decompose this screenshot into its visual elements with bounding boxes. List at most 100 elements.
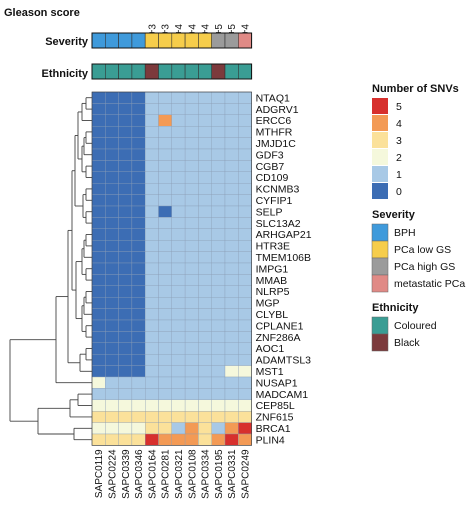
heatmap-cell [211,137,226,150]
heatmap-cell [118,91,133,104]
heatmap-cell [145,183,159,195]
heatmap-grid [91,91,252,446]
heatmap-cell [118,331,133,343]
heatmap-cell [171,297,186,309]
row-labels: NTAQ1ADGRV1ERCC6MTHFRJMJD1CGDF3CGB7CD109… [256,92,312,446]
heatmap-cell [145,376,159,389]
row-label: HTR3E [256,241,290,253]
heatmap-cell [158,422,172,435]
row-label: GDF3 [256,149,284,161]
heatmap-cell [158,411,172,423]
heatmap-cell [131,103,146,115]
heatmap-cell [198,137,212,150]
heatmap-cell [105,205,119,218]
row-label: JMJD1C [256,138,297,150]
heatmap-cell [158,297,172,309]
heatmap-cell [131,114,146,127]
heatmap-cell [224,251,239,264]
ethnicity-cell [105,63,119,80]
legend-label: metastatic PCa [394,278,465,290]
heatmap-cell [238,308,252,321]
heatmap-cell [211,262,226,275]
heatmap-cell [198,319,212,332]
heatmap-cell [184,171,199,184]
heatmap-cell [238,148,252,161]
row-label: NUSAP1 [256,377,298,389]
heatmap-cell [171,160,186,172]
heatmap-cell [238,388,252,400]
row-label: CPLANE1 [256,320,304,332]
heatmap-cell [118,126,133,138]
legend-label-snv: 4 [396,118,402,130]
heatmap-cell [198,228,212,241]
heatmap-cell [91,91,106,104]
heatmap-cell [158,103,172,115]
column-labels: SAPC0119 SAPC0224 SAPC0339 SAPC0346 SAPC0164… [94,449,251,499]
heatmap-cell [91,274,106,286]
heatmap-cell [198,103,212,115]
heatmap-cell [211,422,226,435]
ethnicity-cell [198,63,212,80]
heatmap-cell [118,183,133,195]
heatmap-cell [105,228,119,241]
heatmap-cell [118,171,133,184]
gleason-label: 3+4 [187,24,198,41]
heatmap-cell [198,285,212,298]
ethnicity-cell [91,63,106,80]
heatmap-cell [118,251,133,264]
heatmap-cell [131,308,146,321]
heatmap-cell [145,411,159,423]
column-label: SAPC0164 [147,449,158,499]
heatmap-cell [131,91,146,104]
heatmap-cell [171,308,186,321]
heatmap-cell [238,126,252,138]
heatmap-cell [131,228,146,241]
heatmap-cell [198,411,212,423]
heatmap-cell [158,365,172,378]
heatmap-cell [118,114,133,127]
legend-swatch-snv [372,115,388,131]
row-label: MADCAM1 [256,389,309,401]
heatmap-cell [224,217,239,229]
heatmap-cell [158,160,172,172]
heatmap-cell [224,183,239,195]
heatmap-cell [91,399,106,412]
legend-label: Black [394,337,420,349]
row-label: AOC1 [256,343,285,355]
heatmap-cell [184,114,199,127]
heatmap-cell [145,160,159,172]
heatmap-cell [211,194,226,207]
heatmap-cell [91,183,106,195]
heatmap-cell [238,194,252,207]
severity-cell [211,32,226,49]
legend-label-snv: 2 [396,152,402,164]
heatmap-cell [171,228,186,241]
heatmap-cell [238,354,252,366]
heatmap-cell [171,240,186,252]
heatmap-cell [105,274,119,286]
heatmap-cell [171,194,186,207]
heatmap-cell [198,376,212,389]
heatmap-cell [198,274,212,286]
heatmap-cell [171,91,186,104]
legend-swatch-snv [372,132,388,148]
heatmap-cell [91,285,106,298]
heatmap-cell [198,262,212,275]
heatmap-cell [198,148,212,161]
heatmap-cell [131,262,146,275]
legend-label-snv: 1 [396,169,402,181]
heatmap-cell [131,217,146,229]
row-label: BRCA1 [256,423,291,435]
heatmap-cell [131,297,146,309]
heatmap-cell [171,148,186,161]
gleason-label: 3+4 [174,24,185,41]
heatmap-cell [238,376,252,389]
row-label: TMEM106B [256,252,311,264]
heatmap-cell [145,91,159,104]
heatmap-cell [184,262,199,275]
heatmap-cell [224,126,239,138]
heatmap-cell [158,331,172,343]
heatmap-cell [91,422,106,435]
heatmap-cell [224,297,239,309]
